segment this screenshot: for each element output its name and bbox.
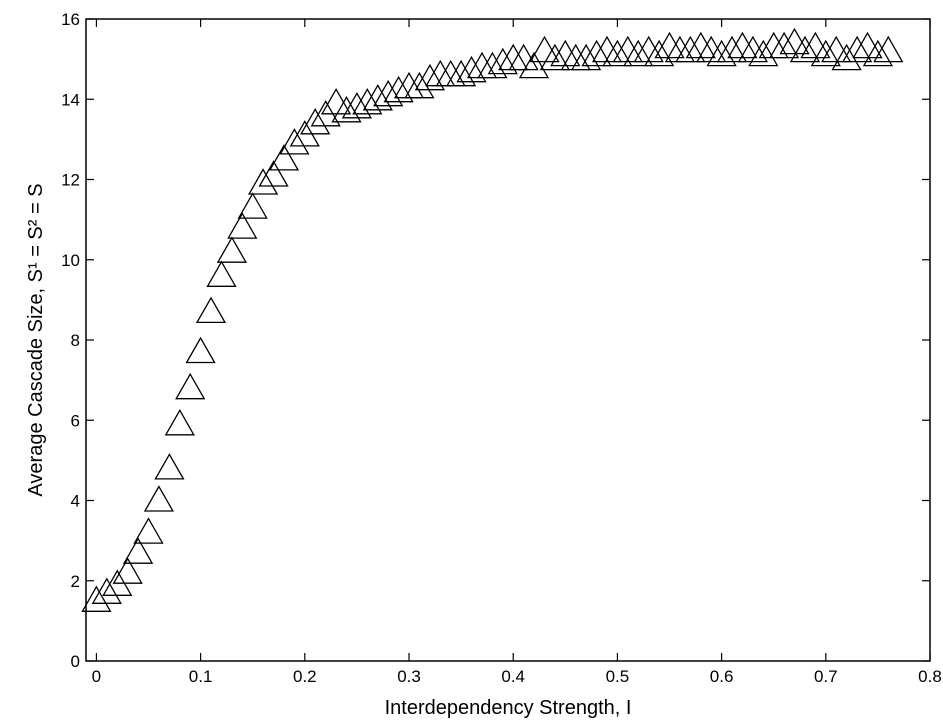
data-point <box>122 537 154 564</box>
data-point <box>800 31 831 59</box>
x-tick-label: 0.3 <box>397 667 421 686</box>
data-point <box>206 260 237 287</box>
data-point <box>373 79 404 107</box>
data-series <box>81 27 904 612</box>
data-point <box>643 39 675 67</box>
data-point <box>195 296 227 324</box>
y-tick-label: 14 <box>61 90 80 109</box>
y-tick-label: 2 <box>71 572 80 591</box>
data-point <box>862 39 894 67</box>
x-axis-label: Interdependency Strength, I <box>385 697 632 719</box>
y-axis-label: Average Cascade Size, S¹ = S² = S <box>25 183 47 496</box>
data-point <box>675 35 706 63</box>
data-point <box>570 43 602 71</box>
x-tick-label: 0.4 <box>501 667 525 686</box>
data-point <box>456 55 487 83</box>
data-point <box>143 485 175 512</box>
data-point <box>852 31 883 59</box>
x-tick-label: 0.2 <box>293 667 317 686</box>
data-point <box>737 35 769 63</box>
data-point <box>768 31 800 59</box>
y-axis: 0 2 4 6 8 10 12 14 16 <box>61 10 930 671</box>
data-point <box>352 87 383 115</box>
data-point <box>539 43 571 71</box>
data-point <box>633 35 664 63</box>
data-point <box>685 31 716 59</box>
y-tick-label: 12 <box>61 171 80 190</box>
x-tick-label: 0.1 <box>189 667 213 686</box>
data-point <box>487 47 518 75</box>
y-tick-label: 8 <box>71 331 80 350</box>
data-point <box>279 128 310 155</box>
data-point <box>821 35 852 63</box>
x-tick-label: 0.5 <box>606 667 630 686</box>
data-point <box>716 35 748 63</box>
y-tick-label: 4 <box>71 492 80 511</box>
data-point <box>258 160 289 187</box>
data-point <box>810 39 841 67</box>
data-point <box>112 557 143 584</box>
data-point <box>91 577 122 604</box>
data-point <box>154 453 185 480</box>
data-point <box>623 39 654 67</box>
data-point <box>247 168 279 195</box>
data-point <box>320 87 352 115</box>
data-point <box>498 43 529 71</box>
data-point <box>654 31 685 59</box>
x-tick-label: 0.6 <box>710 667 734 686</box>
data-point <box>727 31 758 59</box>
data-point <box>612 35 643 63</box>
data-point <box>268 144 300 171</box>
x-tick-label: 0 <box>92 667 101 686</box>
data-point <box>216 236 248 263</box>
x-axis: 0 0.1 0.2 0.3 0.4 0.5 0.6 0.7 0.8 <box>92 19 942 686</box>
data-point <box>175 372 206 400</box>
data-point <box>300 107 331 135</box>
data-point <box>529 35 560 63</box>
data-point <box>164 408 195 436</box>
data-point <box>414 63 446 91</box>
data-point <box>706 39 737 67</box>
data-point <box>873 35 904 63</box>
data-point <box>445 59 477 87</box>
data-point <box>748 39 779 67</box>
y-tick-label: 16 <box>61 10 80 29</box>
data-point <box>331 95 362 123</box>
data-point <box>227 212 258 239</box>
x-tick-label: 0.8 <box>918 667 942 686</box>
x-tick-label: 0.7 <box>814 667 838 686</box>
data-point <box>602 39 633 67</box>
plot-frame <box>85 18 931 662</box>
data-point <box>185 336 216 364</box>
data-point <box>508 43 539 71</box>
y-tick-label: 10 <box>61 251 80 270</box>
data-point <box>362 83 393 111</box>
data-point <box>841 35 873 63</box>
data-point <box>696 35 727 63</box>
data-point <box>789 35 821 63</box>
data-point <box>477 51 508 79</box>
data-point <box>550 39 581 67</box>
y-tick-label: 0 <box>71 652 80 671</box>
data-point <box>341 91 373 119</box>
data-point <box>425 59 456 87</box>
data-point <box>81 585 112 612</box>
data-point <box>779 27 810 55</box>
y-tick-label: 6 <box>71 411 80 430</box>
data-point <box>591 35 623 63</box>
data-point <box>581 39 612 67</box>
data-point <box>133 517 164 544</box>
data-point <box>518 51 550 79</box>
data-point <box>237 192 268 219</box>
data-point <box>383 75 414 103</box>
